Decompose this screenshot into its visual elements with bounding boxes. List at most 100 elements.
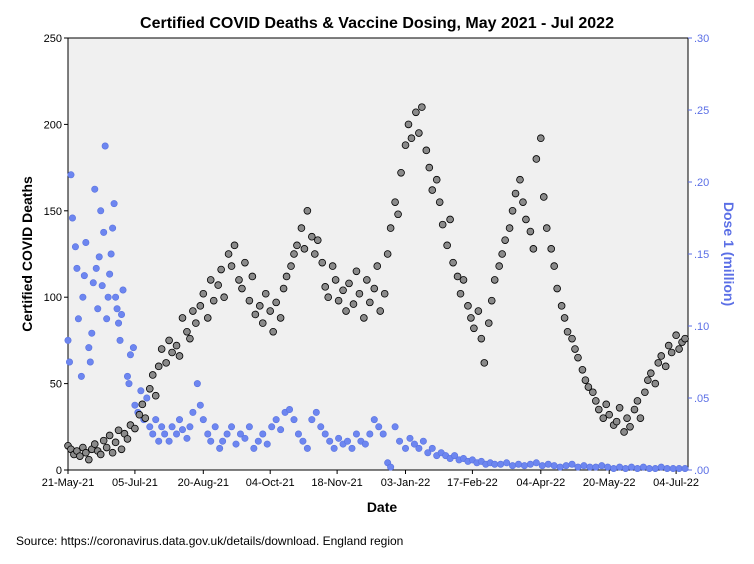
deaths-point: [553, 284, 561, 293]
dose1-point: [610, 465, 618, 473]
deaths-point: [470, 324, 478, 333]
deaths-point: [550, 262, 558, 270]
y-tick-label: 250: [44, 33, 62, 45]
deaths-point: [217, 265, 225, 274]
dose1-point: [544, 460, 552, 468]
dose1-point: [361, 440, 369, 448]
deaths-point: [432, 175, 441, 184]
dose1-point: [178, 426, 186, 434]
deaths-point: [183, 327, 191, 336]
dose1-point: [189, 408, 197, 416]
dose1-point: [303, 444, 311, 452]
deaths-point: [620, 428, 628, 436]
y-axis-left: 0 50 100 150 200 250: [44, 33, 68, 477]
y-axis-title: Certified COVID Deaths: [19, 176, 35, 332]
deaths-point: [592, 397, 600, 405]
dose1-point: [451, 452, 459, 460]
dose1-point: [104, 293, 112, 301]
deaths-point: [407, 134, 416, 143]
deaths-point: [248, 272, 257, 281]
dose1-point: [110, 200, 118, 208]
dose1-point: [115, 319, 123, 327]
deaths-point: [328, 262, 337, 270]
dose1-point: [103, 315, 111, 323]
deaths-point: [342, 307, 350, 315]
deaths-point: [157, 345, 166, 353]
deaths-point: [557, 302, 566, 310]
deaths-point: [251, 310, 260, 319]
dose1-point: [118, 310, 126, 318]
dose1-point: [419, 437, 427, 445]
deaths-point: [657, 352, 666, 360]
dose1-point: [379, 430, 387, 438]
dose1-point: [79, 293, 87, 301]
x-tick-label: 20-Aug-21: [178, 477, 229, 489]
deaths-point: [446, 215, 454, 224]
dose1-point: [321, 430, 329, 438]
deaths-point: [490, 276, 499, 284]
deaths-point: [508, 207, 517, 215]
series-dose1: [64, 142, 689, 473]
deaths-point: [480, 359, 489, 367]
dose1-point: [228, 423, 236, 431]
dose1-point: [71, 243, 79, 251]
deaths-point: [581, 376, 590, 384]
deaths-point: [636, 414, 645, 422]
dose1-point: [158, 423, 166, 431]
dose1-point: [299, 437, 307, 445]
deaths-point: [376, 307, 385, 315]
deaths-point: [626, 422, 634, 431]
dose1-point: [176, 416, 184, 424]
y2-tick-label: .15: [694, 249, 709, 261]
dose1-point: [125, 380, 133, 388]
dose1-point: [73, 264, 81, 272]
deaths-point: [568, 334, 576, 343]
dose1-point: [497, 460, 505, 468]
deaths-point: [487, 296, 496, 305]
deaths-point: [355, 289, 364, 298]
dose1-point: [586, 463, 594, 471]
deaths-point: [141, 414, 150, 422]
dose1-point: [199, 416, 207, 424]
deaths-point: [313, 236, 322, 244]
dose1-point: [312, 408, 320, 416]
dose1-point: [645, 465, 653, 473]
deaths-point: [224, 250, 233, 258]
deaths-point: [511, 189, 520, 198]
deaths-point: [206, 276, 215, 284]
deaths-point: [186, 334, 194, 343]
dose1-point: [119, 286, 127, 294]
dose1-point: [77, 372, 85, 380]
deaths-point: [90, 440, 99, 448]
deaths-point: [397, 168, 405, 177]
dose1-point: [116, 336, 124, 344]
dose1-point: [64, 336, 72, 344]
dose1-point: [254, 437, 262, 445]
deaths-point: [331, 276, 340, 284]
deaths-point: [519, 198, 527, 206]
y2-tick-label: .00: [694, 465, 709, 477]
dose1-point: [100, 228, 108, 236]
deaths-point: [547, 245, 556, 253]
deaths-point: [261, 289, 270, 298]
dose1-point: [98, 282, 106, 290]
deaths-point: [522, 215, 530, 224]
dose1-point: [335, 434, 343, 442]
dose1-point: [396, 437, 404, 445]
deaths-point: [300, 245, 309, 253]
deaths-point: [681, 334, 689, 343]
dose1-point: [509, 462, 517, 470]
dose1-point: [277, 426, 285, 434]
deaths-point: [96, 450, 105, 459]
dose1-point: [165, 437, 173, 445]
deaths-point: [560, 314, 569, 322]
y-tick-label: 100: [44, 292, 62, 304]
deaths-point: [438, 220, 447, 229]
deaths-point: [321, 283, 330, 291]
deaths-point: [154, 362, 163, 371]
deaths-point: [615, 403, 624, 412]
deaths-point: [199, 289, 208, 298]
deaths-point: [667, 348, 676, 357]
dose1-point: [259, 430, 267, 438]
y2-tick-label: .30: [694, 33, 709, 45]
